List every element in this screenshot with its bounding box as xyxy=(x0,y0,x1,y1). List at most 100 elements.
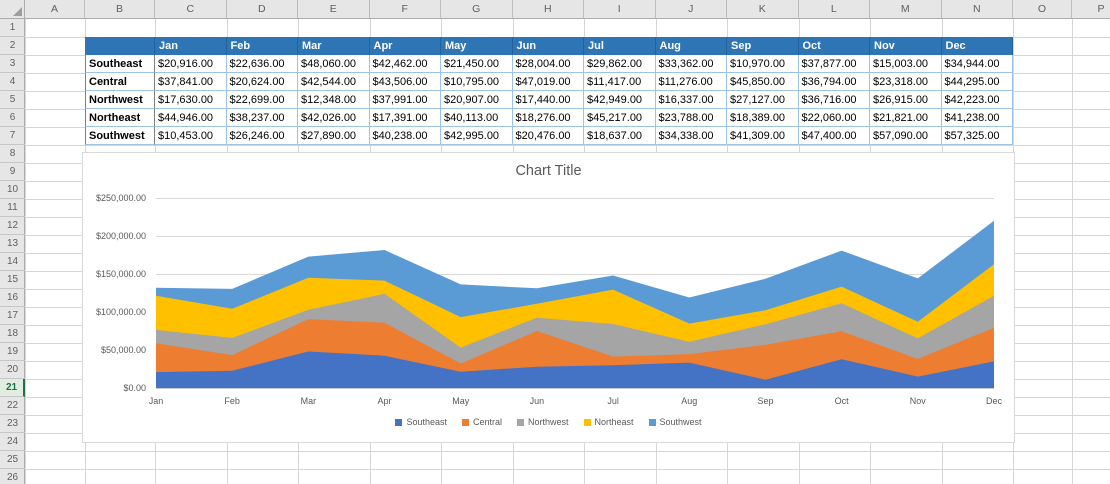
table-value-cell[interactable]: $16,337.00 xyxy=(655,91,727,109)
table-value-cell[interactable]: $57,090.00 xyxy=(870,127,942,145)
table-value-cell[interactable]: $33,362.00 xyxy=(655,55,727,73)
row-header-selected[interactable]: 21 xyxy=(0,379,25,397)
table-value-cell[interactable]: $37,841.00 xyxy=(155,73,227,91)
table-value-cell[interactable]: $40,238.00 xyxy=(369,127,441,145)
table-value-cell[interactable]: $10,795.00 xyxy=(441,73,513,91)
legend-item-southeast[interactable]: Southeast xyxy=(395,417,447,427)
column-header[interactable]: F xyxy=(370,0,441,18)
table-value-cell[interactable]: $21,821.00 xyxy=(870,109,942,127)
table-value-cell[interactable]: $36,716.00 xyxy=(798,91,870,109)
table-value-cell[interactable]: $22,636.00 xyxy=(226,55,298,73)
table-value-cell[interactable]: $18,276.00 xyxy=(512,109,584,127)
column-header[interactable]: A xyxy=(25,0,85,18)
row-header[interactable]: 5 xyxy=(0,91,25,109)
legend-item-central[interactable]: Central xyxy=(461,417,502,427)
row-header[interactable]: 19 xyxy=(0,343,25,361)
table-month-header-cell[interactable]: May xyxy=(441,37,513,55)
row-header[interactable]: 18 xyxy=(0,325,25,343)
column-header[interactable]: M xyxy=(870,0,942,18)
column-header[interactable]: H xyxy=(513,0,584,18)
column-header[interactable]: C xyxy=(155,0,227,18)
table-value-cell[interactable]: $37,877.00 xyxy=(798,55,870,73)
table-value-cell[interactable]: $27,127.00 xyxy=(727,91,799,109)
table-value-cell[interactable]: $20,624.00 xyxy=(226,73,298,91)
table-month-header-cell[interactable]: Jul xyxy=(584,37,656,55)
table-value-cell[interactable]: $47,019.00 xyxy=(512,73,584,91)
table-value-cell[interactable]: $26,246.00 xyxy=(226,127,298,145)
row-header[interactable]: 24 xyxy=(0,433,25,451)
table-value-cell[interactable]: $45,217.00 xyxy=(584,109,656,127)
table-value-cell[interactable]: $38,237.00 xyxy=(226,109,298,127)
row-header[interactable]: 23 xyxy=(0,415,25,433)
table-value-cell[interactable]: $11,417.00 xyxy=(584,73,656,91)
table-month-header-cell[interactable]: Sep xyxy=(727,37,799,55)
table-value-cell[interactable]: $17,440.00 xyxy=(512,91,584,109)
chart[interactable]: Chart Title $250,000.00 $200,000.00 $150,0… xyxy=(82,152,1015,443)
row-header[interactable]: 22 xyxy=(0,397,25,415)
row-header[interactable]: 4 xyxy=(0,73,25,91)
table-value-cell[interactable]: $17,391.00 xyxy=(369,109,441,127)
column-header[interactable]: N xyxy=(942,0,1013,18)
table-value-cell[interactable]: $11,276.00 xyxy=(655,73,727,91)
table-value-cell[interactable]: $17,630.00 xyxy=(155,91,227,109)
row-header[interactable]: 20 xyxy=(0,361,25,379)
table-value-cell[interactable]: $18,637.00 xyxy=(584,127,656,145)
column-header[interactable]: G xyxy=(441,0,513,18)
table-value-cell[interactable]: $47,400.00 xyxy=(798,127,870,145)
table-region-cell[interactable]: Central xyxy=(85,73,155,91)
table-value-cell[interactable]: $10,453.00 xyxy=(155,127,227,145)
table-value-cell[interactable]: $20,476.00 xyxy=(512,127,584,145)
table-month-header-cell[interactable]: Nov xyxy=(870,37,942,55)
table-region-cell[interactable]: Northeast xyxy=(85,109,155,127)
table-value-cell[interactable]: $15,003.00 xyxy=(870,55,942,73)
column-header[interactable]: P xyxy=(1072,0,1110,18)
legend-item-northwest[interactable]: Northwest xyxy=(516,417,569,427)
row-header[interactable]: 8 xyxy=(0,145,25,163)
table-value-cell[interactable]: $34,338.00 xyxy=(655,127,727,145)
table-value-cell[interactable]: $41,238.00 xyxy=(941,109,1013,127)
column-header[interactable]: L xyxy=(799,0,870,18)
table-value-cell[interactable]: $23,318.00 xyxy=(870,73,942,91)
table-value-cell[interactable]: $41,309.00 xyxy=(727,127,799,145)
table-region-cell[interactable]: Northwest xyxy=(85,91,155,109)
row-header[interactable]: 2 xyxy=(0,37,25,55)
row-header[interactable]: 14 xyxy=(0,253,25,271)
table-value-cell[interactable]: $42,544.00 xyxy=(298,73,370,91)
table-value-cell[interactable]: $44,946.00 xyxy=(155,109,227,127)
legend-item-southwest[interactable]: Southwest xyxy=(648,417,702,427)
table-value-cell[interactable]: $57,325.00 xyxy=(941,127,1013,145)
table-value-cell[interactable]: $22,699.00 xyxy=(226,91,298,109)
table-month-header-cell[interactable]: Mar xyxy=(298,37,370,55)
table-value-cell[interactable]: $23,788.00 xyxy=(655,109,727,127)
table-value-cell[interactable]: $21,450.00 xyxy=(441,55,513,73)
row-header[interactable]: 1 xyxy=(0,19,25,37)
row-header[interactable]: 17 xyxy=(0,307,25,325)
row-header[interactable]: 15 xyxy=(0,271,25,289)
table-header-corner-cell[interactable] xyxy=(85,37,155,55)
row-header[interactable]: 10 xyxy=(0,181,25,199)
table-value-cell[interactable]: $42,949.00 xyxy=(584,91,656,109)
table-value-cell[interactable]: $42,995.00 xyxy=(441,127,513,145)
table-value-cell[interactable]: $42,223.00 xyxy=(941,91,1013,109)
table-month-header-cell[interactable]: Dec xyxy=(941,37,1013,55)
table-value-cell[interactable]: $29,862.00 xyxy=(584,55,656,73)
select-all-button[interactable] xyxy=(0,0,25,19)
row-header[interactable]: 26 xyxy=(0,469,25,484)
table-month-header-cell[interactable]: Aug xyxy=(655,37,727,55)
table-value-cell[interactable]: $12,348.00 xyxy=(298,91,370,109)
table-value-cell[interactable]: $36,794.00 xyxy=(798,73,870,91)
table-value-cell[interactable]: $26,915.00 xyxy=(870,91,942,109)
table-value-cell[interactable]: $37,991.00 xyxy=(369,91,441,109)
table-value-cell[interactable]: $34,944.00 xyxy=(941,55,1013,73)
table-month-header-cell[interactable]: Jan xyxy=(155,37,227,55)
row-header[interactable]: 25 xyxy=(0,451,25,469)
legend-item-northeast[interactable]: Northeast xyxy=(583,417,634,427)
row-header[interactable]: 13 xyxy=(0,235,25,253)
table-value-cell[interactable]: $18,389.00 xyxy=(727,109,799,127)
table-value-cell[interactable]: $44,295.00 xyxy=(941,73,1013,91)
table-value-cell[interactable]: $42,462.00 xyxy=(369,55,441,73)
table-region-cell[interactable]: Southeast xyxy=(85,55,155,73)
table-value-cell[interactable]: $43,506.00 xyxy=(369,73,441,91)
column-header[interactable]: D xyxy=(227,0,298,18)
table-value-cell[interactable]: $45,850.00 xyxy=(727,73,799,91)
